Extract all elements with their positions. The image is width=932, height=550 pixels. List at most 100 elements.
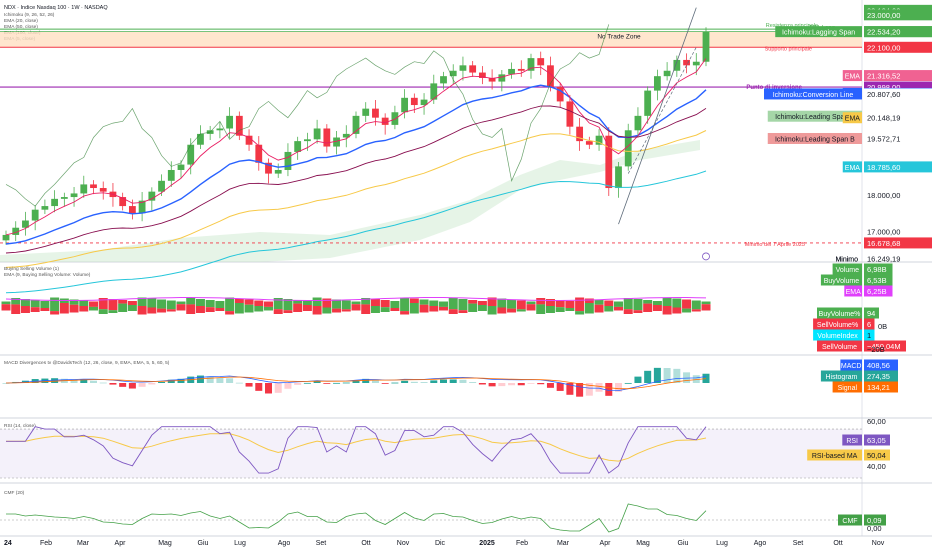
volume-bar-buy xyxy=(662,297,672,306)
volume-bar-sell xyxy=(273,309,283,314)
candle xyxy=(70,193,78,198)
macd-histogram-bar xyxy=(245,383,253,387)
macd-histogram-bar xyxy=(51,378,59,383)
price-tag-bg-13 xyxy=(764,88,862,100)
volume-bar-buy xyxy=(11,298,21,305)
macd-panel-title: MACD Divergences tv @DavidsTech (12, 26,… xyxy=(4,360,170,366)
volume-bar-sell xyxy=(147,307,157,314)
volume-tag-bg-1 xyxy=(820,274,862,286)
macd-histogram-bar xyxy=(177,378,185,383)
x-axis-tick-3: Apr xyxy=(115,540,127,547)
macd-histogram-bar xyxy=(469,382,477,383)
macd-histogram-bar xyxy=(508,383,516,386)
macd-histogram-bar xyxy=(401,380,409,383)
rsi-value-0: 63,05 xyxy=(867,436,886,445)
volume-bar-sell xyxy=(59,303,69,314)
x-axis-tick-4: Mag xyxy=(158,540,172,547)
cmf-value: 0,09 xyxy=(867,516,882,525)
volume-bar-buy xyxy=(536,298,546,305)
minimo-tag: Minimo xyxy=(835,256,858,263)
volume-bar-buy xyxy=(108,299,118,311)
volume-tag-0: Volume xyxy=(836,267,859,274)
candle xyxy=(692,61,700,66)
candle xyxy=(605,135,613,189)
volume-bar-sell xyxy=(20,306,30,313)
volume-bar-sell xyxy=(604,306,614,312)
volume-value-bg-1 xyxy=(864,274,893,286)
rsi-band xyxy=(0,429,862,478)
trend-line-1 xyxy=(618,7,697,225)
volume-bar-buy xyxy=(380,300,390,308)
x-axis-tick-18: Lug xyxy=(716,540,728,547)
macd-histogram-bar xyxy=(449,379,457,383)
volume-bar-buy xyxy=(458,299,468,311)
candle xyxy=(226,115,234,129)
candles-group xyxy=(2,27,710,245)
volume-bar-sell xyxy=(50,311,60,315)
price-label-1: 23.000,00 xyxy=(867,11,900,20)
volume-bar-buy xyxy=(448,298,458,310)
price-label-14: 20.807,60 xyxy=(867,90,900,99)
candle xyxy=(80,184,88,194)
candle xyxy=(683,59,690,66)
macd-histogram-bar xyxy=(546,383,554,388)
volume-bar-buy xyxy=(20,299,30,306)
volume-bar-buy xyxy=(565,301,575,308)
candle xyxy=(90,184,97,189)
price-label-bg-7 xyxy=(864,41,932,53)
rsi-tag-1: RSI-based MA xyxy=(812,453,858,460)
volume-bar-buy xyxy=(516,300,526,310)
volume-bar-sell xyxy=(584,303,594,314)
x-axis-tick-10: Nov xyxy=(397,540,410,547)
volume-bar-sell xyxy=(118,303,128,312)
volume-bar-sell xyxy=(351,304,361,311)
candle xyxy=(537,58,545,66)
macd-histogram-bar xyxy=(371,380,379,383)
volume-bar-buy xyxy=(312,297,322,306)
x-axis-tick-11: Dic xyxy=(435,540,446,547)
price-label-bg-1 xyxy=(864,9,932,21)
candle xyxy=(372,108,379,118)
macd-histogram-bar xyxy=(663,368,671,383)
volume-bar-sell xyxy=(623,309,633,314)
volume-bar-sell xyxy=(361,304,371,314)
volume-value-0: 6,98B xyxy=(867,265,887,274)
volume-bar-buy xyxy=(526,301,536,305)
macd-histogram-bar xyxy=(313,380,321,383)
x-axis-tick-17: Giu xyxy=(678,540,689,547)
rsi-tag-bg-0 xyxy=(842,434,862,446)
price-label-bg-9 xyxy=(864,70,932,82)
rsi-tag-bg-1 xyxy=(807,449,862,461)
candle xyxy=(22,220,29,228)
volume-bar-sell xyxy=(293,303,303,312)
volume-bar-buy xyxy=(409,298,419,303)
volume-bar-sell xyxy=(682,308,692,313)
volume-bar-sell xyxy=(633,310,643,313)
volume-bar-buy xyxy=(293,300,303,304)
price-label-bg-24 xyxy=(864,161,932,173)
price-label-26: 17.000,00 xyxy=(867,227,900,236)
candle xyxy=(478,72,486,78)
x-axis-tick-9: Ott xyxy=(361,540,370,547)
rsi-value-bg-0 xyxy=(864,434,890,446)
x-axis-tick-5: Giu xyxy=(198,540,209,547)
symbol-title: NDX · Indice Nasdaq 100 · 1W · NASDAQ xyxy=(4,5,108,11)
macd-histogram-bar xyxy=(119,383,127,387)
candle xyxy=(313,128,321,140)
lagging-span-line xyxy=(5,24,610,207)
volume-bar-sell xyxy=(98,309,108,314)
volume-tag-bg-5 xyxy=(813,329,862,341)
april-low-label: Minimo del 7 Aprile 2025 xyxy=(745,242,805,248)
macd-value-bg-1 xyxy=(864,370,898,382)
rsi-ma-line xyxy=(6,433,707,462)
x-axis-tick-1: Feb xyxy=(40,540,52,547)
macd-histogram-bar xyxy=(128,383,136,389)
volume-bar-sell xyxy=(526,304,536,311)
candle xyxy=(585,141,593,145)
x-axis-tick-13: Feb xyxy=(516,540,528,547)
volume-bar-buy xyxy=(332,299,342,309)
price-label-bg-6 xyxy=(864,26,932,38)
candle xyxy=(128,206,136,214)
volume-bar-buy xyxy=(205,300,215,308)
